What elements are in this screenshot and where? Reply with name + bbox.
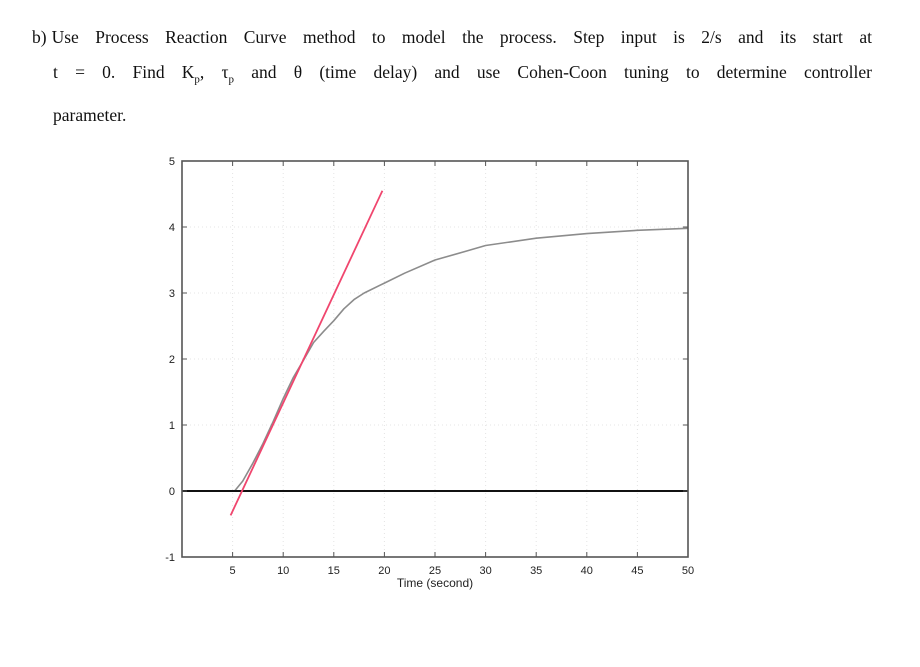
subscript-p: p [228, 73, 235, 86]
plot-series [182, 190, 689, 516]
text-tau: , τ [199, 62, 229, 82]
x-axis-label: Time (second) [397, 576, 473, 590]
x-tick-label: 45 [631, 565, 643, 577]
x-tick-label: 30 [479, 565, 491, 577]
x-tick-label: 20 [378, 565, 390, 577]
y-tick-label: 3 [169, 288, 175, 300]
y-tick-label: 5 [169, 156, 175, 168]
question-line-1: b) Use Process Reaction Curve method to … [32, 20, 872, 55]
y-tick-label: 4 [169, 222, 175, 234]
x-tick-label: 10 [277, 565, 289, 577]
axis-ticks [182, 160, 689, 558]
y-tick-label: 0 [169, 486, 175, 498]
question-text-line-1: Use Process Reaction Curve method to mod… [51, 27, 872, 47]
response-curve [182, 227, 689, 492]
question-b: b) Use Process Reaction Curve method to … [32, 20, 872, 133]
y-tick-label: -1 [165, 552, 175, 564]
x-tick-labels: 5 10 15 20 25 30 35 40 45 50 [230, 565, 695, 577]
y-tick-label: 2 [169, 354, 175, 366]
x-tick-label: 15 [328, 565, 340, 577]
y-tick-label: 1 [169, 420, 175, 432]
text-find-kp: t = 0. Find K [53, 62, 195, 82]
x-tick-label: 40 [581, 565, 593, 577]
question-label: b) [32, 27, 47, 47]
text-theta-cohen-coon: and θ (time delay) and use Cohen-Coon tu… [234, 62, 872, 82]
question-line-3: parameter. [32, 98, 872, 133]
x-tick-label: 25 [429, 565, 441, 577]
x-tick-label: 50 [682, 565, 694, 577]
grid-lines [182, 160, 689, 558]
subscript-p: p [194, 73, 200, 86]
y-tick-labels: -1 0 1 2 3 4 5 [165, 156, 175, 564]
x-tick-label: 35 [530, 565, 542, 577]
tangent-line [229, 190, 384, 516]
text-parameter: parameter. [53, 104, 127, 125]
x-tick-label: 5 [230, 565, 236, 577]
question-line-2: t = 0. Find Kp, τp and θ (time delay) an… [32, 55, 872, 98]
